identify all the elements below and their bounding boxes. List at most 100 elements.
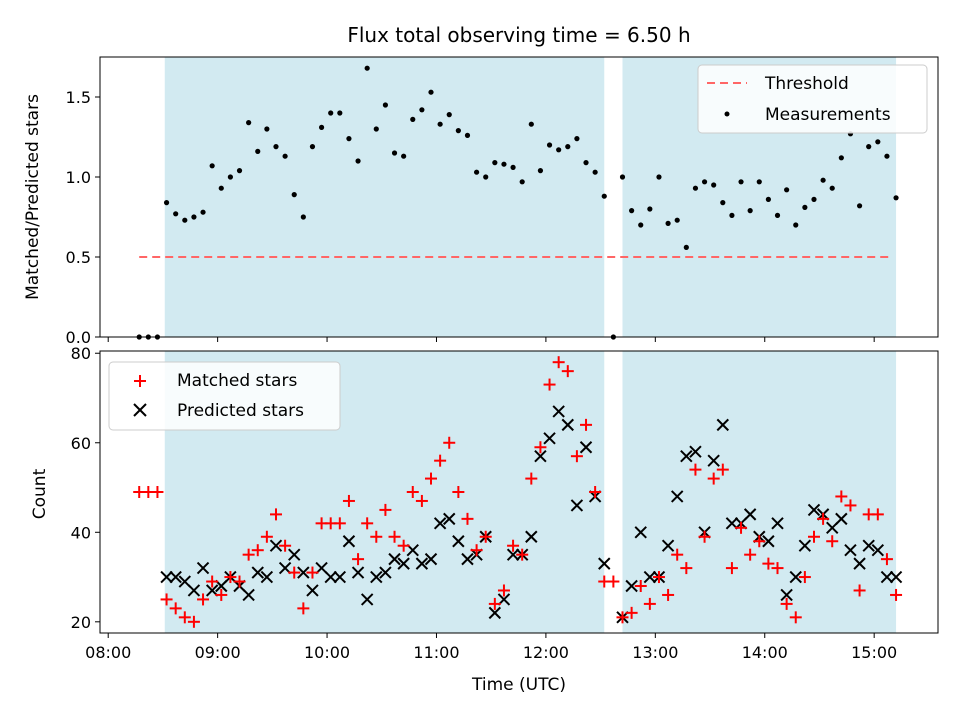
matched-star-point — [206, 575, 219, 588]
measurement-point — [747, 208, 753, 214]
measurement-point — [629, 208, 635, 214]
measurement-point — [838, 155, 844, 161]
matched-star-point — [662, 588, 675, 601]
x-tick-label: 12:00 — [523, 643, 569, 662]
measurement-point — [893, 195, 899, 201]
measurement-point — [820, 177, 826, 183]
matched-star-point — [725, 562, 738, 575]
matched-star-point — [160, 593, 173, 606]
measurement-point — [382, 102, 389, 108]
bottom-y-axis-label: Count — [30, 468, 50, 519]
matched-star-point — [525, 472, 538, 485]
matched-star-point — [406, 486, 419, 498]
matched-star-point — [434, 454, 447, 467]
measurement-point — [765, 196, 771, 202]
matched-star-point — [242, 548, 255, 561]
measurement-point — [227, 174, 233, 180]
top-y-tick-label: 0.0 — [66, 328, 91, 347]
measurement-point — [774, 212, 781, 218]
measurement-point — [264, 126, 270, 132]
bottom-panel: 20 40 60 80 08:00 09:00 10:00 11:00 12:00 13:00 1… — [30, 344, 939, 695]
measurement-point — [720, 200, 726, 206]
predicted-star-point — [251, 566, 264, 579]
predicted-star-point — [862, 539, 875, 552]
bottom-shaded-interval-2 — [622, 351, 897, 633]
predicted-star-point — [443, 512, 456, 526]
x-tick-label: 11:00 — [413, 643, 459, 662]
predicted-star-point — [680, 449, 693, 463]
top-legend-box — [697, 64, 928, 134]
predicted-star-point — [187, 584, 201, 597]
matched-star-point — [634, 580, 647, 592]
bottom-y-tick-label: 60 — [71, 434, 91, 453]
predicted-star-point — [506, 548, 520, 561]
matched-star-point — [826, 535, 839, 548]
matched-star-point — [589, 486, 602, 498]
bottom-y-axis-ticks: 20 40 60 80 — [71, 344, 100, 632]
measurement-point — [692, 185, 699, 191]
matched-star-point — [461, 512, 474, 525]
top-y-tick-label: 1.5 — [66, 88, 91, 107]
predicted-star-point — [351, 566, 365, 579]
measurement-point — [784, 187, 790, 193]
predicted-star-point — [360, 593, 374, 606]
matched-star-point — [397, 539, 410, 552]
matched-star-point — [570, 450, 583, 463]
measurement-point — [182, 217, 188, 223]
predicted-star-point — [716, 418, 730, 432]
x-tick-label: 15:00 — [851, 643, 897, 662]
matched-star-point — [197, 593, 210, 606]
matched-star-point — [652, 571, 665, 584]
predicted-star-point — [844, 543, 857, 557]
matched-star-point — [671, 548, 684, 561]
matched-star-point — [379, 503, 392, 516]
matched-star-point — [543, 378, 556, 391]
matched-star-point — [744, 548, 757, 561]
predicted-star-point — [488, 606, 502, 620]
matched-star-point — [470, 544, 483, 557]
legend-threshold-label: Threshold — [764, 74, 849, 94]
predicted-star-point — [661, 539, 675, 552]
measurement-point — [856, 203, 863, 209]
predicted-star-point — [242, 588, 255, 602]
matched-star-point — [443, 436, 456, 449]
matched-star-point — [798, 571, 811, 584]
predicted-star-point — [789, 570, 802, 584]
matched-star-point — [479, 530, 492, 543]
matched-star-point — [342, 494, 355, 507]
matched-star-point — [297, 602, 310, 615]
predicted-star-point — [333, 570, 347, 584]
predicted-star-point — [689, 445, 702, 458]
top-x-axis-ticks — [107, 337, 875, 342]
matched-star-point — [361, 517, 374, 530]
matched-star-point — [735, 521, 748, 534]
measurement-point — [337, 110, 343, 116]
matched-star-point — [753, 535, 766, 548]
matched-star-point — [507, 539, 520, 552]
predicted-star-point — [297, 566, 310, 579]
predicted-star-point — [552, 405, 565, 418]
predicted-star-point — [835, 512, 848, 526]
measurement-point — [884, 153, 890, 159]
predicted-star-point — [625, 579, 638, 593]
measurement-point — [565, 144, 571, 150]
x-tick-label: 09:00 — [195, 643, 241, 662]
measurement-point — [711, 182, 717, 188]
top-y-tick-label: 1.0 — [66, 168, 91, 187]
predicted-star-point — [196, 561, 210, 575]
predicted-star-point — [260, 570, 274, 584]
matched-stars-points — [133, 356, 903, 628]
top-plot-frame — [99, 56, 939, 338]
bottom-x-axis-ticks: 08:00 09:00 10:00 11:00 12:00 13:00 14:00 15:00 — [85, 633, 897, 662]
predicted-star-point — [397, 557, 410, 570]
measurement-point — [300, 214, 306, 220]
top-panel: Flux total observing time = 6.50 h 0.00.… — [23, 23, 939, 347]
measurement-point — [619, 174, 626, 180]
predicted-star-point — [780, 588, 793, 602]
measurement-point — [510, 164, 516, 170]
matched-star-point — [333, 517, 346, 530]
measurement-point — [346, 136, 352, 142]
measurement-point — [829, 185, 835, 191]
measurement-point — [419, 107, 425, 113]
measurement-point — [401, 153, 407, 159]
